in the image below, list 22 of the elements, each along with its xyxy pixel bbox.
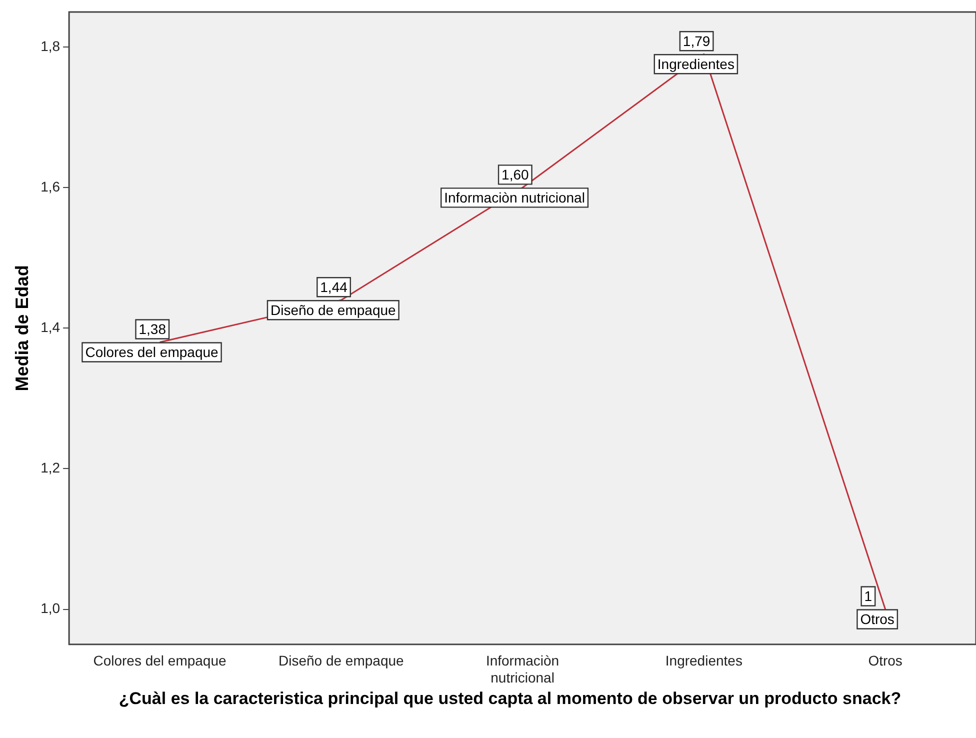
x-tick-label: Informaciòn nutricional: [486, 652, 560, 686]
data-label: 1,38: [138, 321, 166, 338]
data-label: 1,44: [320, 278, 348, 295]
data-label: 1,60: [502, 166, 529, 183]
y-tick-label: 1,0: [40, 600, 60, 616]
annotation: Otros: [860, 611, 894, 628]
y-tick-label: 1,8: [40, 38, 60, 54]
annotation: Informaciòn nutricional: [444, 190, 585, 206]
x-tick-label: Ingredientes: [665, 652, 742, 669]
x-tick-label: Otros: [868, 652, 902, 669]
x-tick-label: Diseño de empaque: [278, 652, 404, 669]
y-tick-label: 1,6: [40, 178, 60, 195]
annotation: Ingredientes: [657, 56, 734, 72]
y-tick-label: 1,2: [40, 460, 60, 476]
annotation: Colores del empaque: [85, 344, 219, 360]
y-axis-title: Media de Edad: [12, 265, 32, 392]
data-label: 1,79: [682, 33, 710, 50]
y-tick-label: 1,4: [40, 319, 60, 336]
annotation: Diseño de empaque: [270, 302, 396, 318]
x-axis-title: ¿Cuàl es la caracteristica principal que usted capta al momento de observar un producto snack?: [118, 689, 902, 708]
x-tick-label: Colores del empaque: [93, 652, 227, 669]
data-label: 1: [864, 588, 872, 604]
